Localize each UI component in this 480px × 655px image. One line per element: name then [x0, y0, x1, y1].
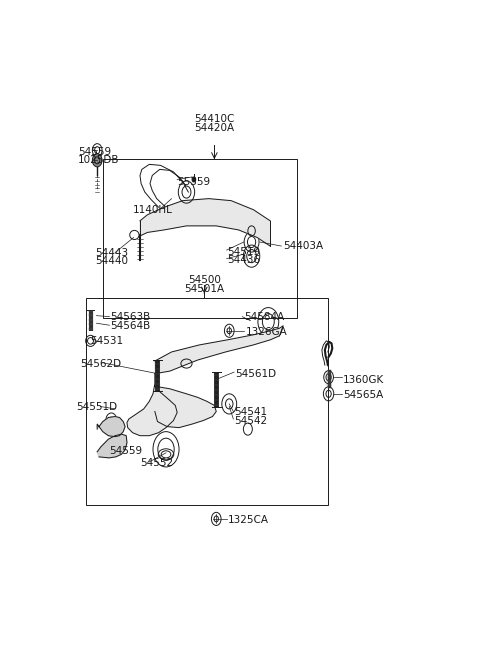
Bar — [103, 159, 297, 318]
Polygon shape — [140, 198, 270, 246]
Text: 54559: 54559 — [78, 147, 111, 157]
Polygon shape — [155, 386, 216, 428]
Text: 54436: 54436 — [228, 255, 261, 265]
Text: 54559: 54559 — [109, 446, 142, 456]
Text: 54563B: 54563B — [110, 312, 150, 322]
Text: 54531: 54531 — [91, 336, 124, 346]
Text: 54561D: 54561D — [235, 369, 276, 379]
Text: 54440: 54440 — [96, 256, 128, 266]
Polygon shape — [127, 373, 177, 436]
Text: 54519: 54519 — [228, 246, 261, 257]
Text: 1325CA: 1325CA — [228, 515, 268, 525]
Text: 54565A: 54565A — [343, 390, 383, 400]
Bar — [86, 298, 328, 505]
Text: 54541: 54541 — [234, 407, 267, 417]
Text: 54443: 54443 — [96, 248, 129, 257]
Text: 55359: 55359 — [177, 177, 210, 187]
Text: 1326GA: 1326GA — [246, 327, 288, 337]
Text: 54552: 54552 — [140, 458, 173, 468]
Text: 54584A: 54584A — [244, 312, 284, 322]
Text: 1140HL: 1140HL — [132, 205, 172, 215]
Circle shape — [92, 154, 102, 167]
Polygon shape — [97, 417, 125, 437]
Polygon shape — [155, 326, 283, 373]
Text: 54403A: 54403A — [283, 241, 324, 251]
Circle shape — [192, 177, 196, 182]
Text: 54501A: 54501A — [184, 284, 224, 294]
Text: 54562D: 54562D — [80, 358, 121, 369]
Text: 1360GK: 1360GK — [343, 375, 384, 384]
Text: 54564B: 54564B — [110, 321, 150, 331]
Text: 54420A: 54420A — [194, 122, 234, 132]
Text: 54500: 54500 — [188, 275, 221, 286]
Text: 54410C: 54410C — [194, 114, 235, 124]
Text: 1025DB: 1025DB — [78, 155, 120, 165]
Polygon shape — [97, 434, 127, 458]
Text: 54542: 54542 — [234, 415, 267, 426]
Text: 54551D: 54551D — [76, 402, 117, 413]
